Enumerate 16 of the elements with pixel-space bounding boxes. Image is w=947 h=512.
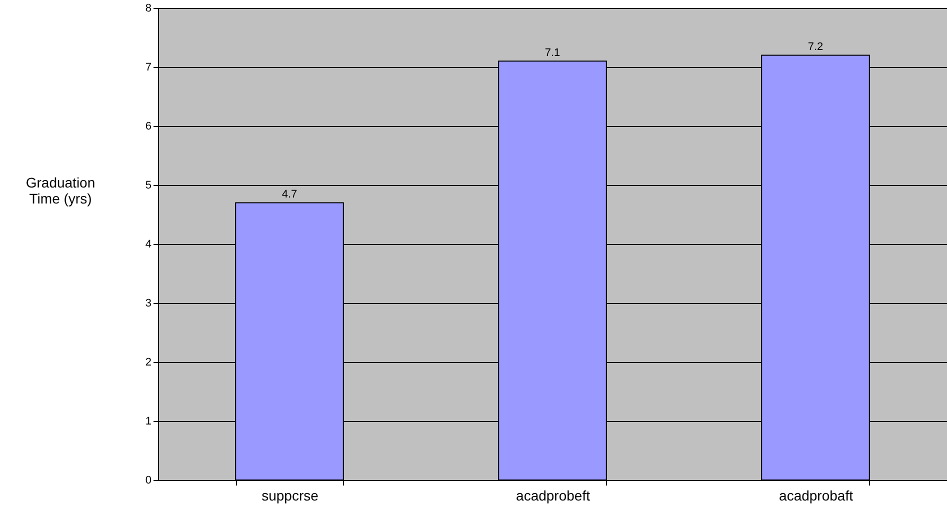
y-axis-title: Graduation Time (yrs)	[26, 174, 96, 206]
x-tick-label: acadprobeft	[516, 488, 590, 504]
x-tick-label: suppcrse	[262, 488, 319, 504]
y-tick-label: 8	[145, 2, 152, 14]
y-tick-label: 0	[145, 474, 152, 486]
data-label: 4.7	[282, 188, 298, 201]
y-tick-label: 4	[145, 238, 152, 250]
y-tick-label: 1	[145, 416, 152, 428]
x-tick-label: acadprobaft	[779, 488, 854, 504]
data-label: 7.2	[808, 41, 824, 54]
y-tick-label: 2	[145, 356, 152, 368]
y-tick-label: 6	[145, 120, 152, 132]
y-tick-label: 5	[145, 180, 152, 192]
y-tick-label: 7	[145, 62, 152, 74]
y-tick-label: 3	[145, 298, 152, 310]
data-label: 7.1	[544, 47, 560, 60]
